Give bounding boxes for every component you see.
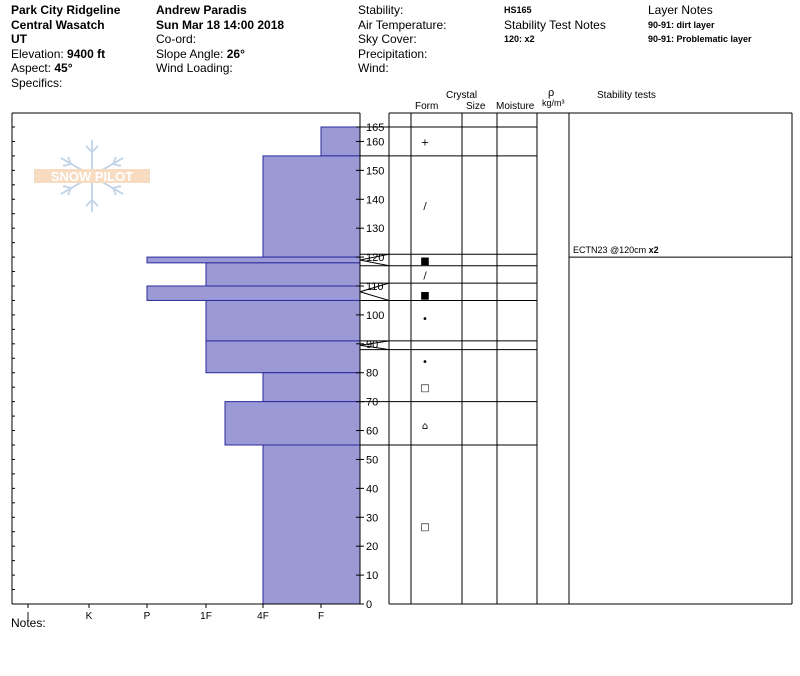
stability-test-label: ECTN23 @120cm x2	[573, 245, 659, 255]
wind-loading-label: Wind Loading:	[156, 61, 233, 75]
hardness-layer-bar	[262, 372, 361, 403]
hardness-layer-bar	[262, 444, 361, 605]
layer-notes-block: Layer Notes 90-91: dirt layer 90-91: Pro…	[648, 3, 752, 47]
layer-note-item: 90-91: Problematic layer	[648, 34, 752, 44]
y-tick-label: 30	[366, 512, 378, 524]
crystal-form-symbol: •	[422, 314, 428, 325]
hardness-layer-bar	[320, 126, 361, 157]
hardness-layer-bar	[262, 155, 361, 258]
air-temp-label: Air Temperature:	[358, 17, 447, 32]
layer-connector-line	[359, 282, 390, 293]
y-tick-label: 60	[366, 426, 378, 438]
form-header: Form	[415, 101, 438, 112]
observer-name: Andrew Paradis	[156, 3, 247, 17]
conditions-block: Stability: Air Temperature: Sky Cover: P…	[358, 3, 446, 76]
crystal-form-symbol: ■	[420, 291, 429, 302]
snow-height: HS165	[504, 5, 532, 15]
layer-connector-line	[359, 340, 390, 346]
sky-cover-label: Sky Cover:	[358, 32, 417, 46]
aspect-label: Aspect:	[11, 61, 52, 75]
layer-table: + / ■ / ■ • • □ ⌂ □ ECTN23 @120cm x2	[359, 112, 793, 605]
precip-label: Precipitation:	[358, 46, 428, 61]
y-tick-label: 40	[366, 483, 378, 495]
x-tick-label: I	[27, 611, 30, 622]
range-name: Central Wasatch	[11, 17, 105, 32]
moisture-header: Moisture	[496, 101, 535, 112]
crystal-form-symbol: /	[423, 201, 427, 212]
hardness-layer-bar	[205, 299, 361, 342]
elevation-label: Elevation:	[11, 46, 64, 61]
specifics-label: Specifics:	[11, 75, 63, 90]
slope-angle: Slope Angle: 26°	[156, 47, 284, 62]
slope-label: Slope Angle:	[156, 46, 224, 61]
x-tick-label: 1F	[200, 611, 212, 622]
x-tick-label: P	[144, 611, 151, 622]
crystal-form-symbol: /	[423, 270, 427, 281]
y-tick-label: 100	[366, 310, 384, 322]
crystal-form-symbol: +	[421, 137, 429, 148]
crystal-form-symbol: ⌂	[422, 421, 428, 432]
hardness-layer-bar	[205, 262, 361, 287]
snowflake-logo-icon: SNOW PILOT	[34, 140, 150, 212]
layer-note-item: 90-91: dirt layer	[648, 19, 715, 30]
stability-note-item: 120: x2	[504, 34, 535, 44]
observation-datetime: Sun Mar 18 14:00 2018	[156, 17, 285, 32]
coord-label: Co-ord:	[156, 32, 197, 46]
observer-block: Andrew Paradis Sun Mar 18 14:00 2018 Co-…	[156, 3, 284, 76]
crystal-form-symbol: •	[422, 357, 428, 368]
notes-label: Notes:	[11, 616, 46, 630]
aspect: Aspect: 45°	[11, 61, 120, 76]
crystal-form-symbol: ■	[420, 256, 429, 267]
layer-connector-line	[359, 253, 390, 261]
y-tick-label: 165	[366, 122, 384, 134]
hardness-layer-bar	[224, 401, 361, 446]
stability-notes-block: HS165 Stability Test Notes 120: x2	[504, 3, 606, 47]
y-tick-label: 10	[366, 570, 378, 582]
x-tick-label: 4F	[257, 611, 269, 622]
location-block: Park City Ridgeline Central Wasatch UT E…	[11, 3, 120, 90]
hardness-layer-bar	[146, 256, 361, 264]
location-name: Park City Ridgeline	[11, 3, 121, 17]
stability-label: Stability:	[358, 3, 404, 17]
aspect-value: 45°	[54, 61, 73, 75]
y-tick-label: 80	[366, 368, 378, 380]
hardness-bars	[146, 126, 361, 605]
layer-connector-line	[359, 259, 390, 267]
watermark-text: SNOW PILOT	[51, 169, 133, 184]
slope-value: 26°	[226, 46, 245, 61]
y-tick-label: 160	[366, 136, 384, 148]
layer-connector-line	[359, 291, 390, 301]
elevation-value: 9400 ft	[67, 46, 106, 61]
y-tick-label: 0	[366, 599, 372, 611]
layer-connector-line	[359, 344, 390, 351]
y-tick-label: 70	[366, 397, 378, 409]
crystal-form-symbol: □	[420, 522, 429, 533]
elevation: Elevation: 9400 ft	[11, 47, 120, 62]
hardness-layer-bar	[205, 340, 361, 374]
stability-notes-title: Stability Test Notes	[504, 17, 606, 32]
y-tick-label: 140	[366, 194, 384, 206]
x-tick-label: F	[318, 611, 324, 622]
y-tick-label: 120	[366, 252, 384, 264]
stability-test-note: x2	[649, 245, 659, 255]
hardness-layer-bar	[146, 285, 361, 301]
y-tick-label: 50	[366, 454, 378, 466]
stability-tests-header: Stability tests	[597, 90, 656, 101]
state-name: UT	[11, 32, 27, 46]
y-tick-label: 130	[366, 223, 384, 235]
y-tick-label: 20	[366, 541, 378, 553]
x-tick-label: K	[86, 611, 93, 622]
crystal-form-symbol: □	[420, 383, 429, 394]
layer-notes-title: Layer Notes	[648, 3, 713, 17]
density-unit-header: kg/m³	[542, 98, 565, 108]
wind-label: Wind:	[358, 61, 389, 75]
rho-header: ρ	[548, 87, 554, 99]
chart-axes: 1651601501401301201101009080706050403020…	[11, 112, 384, 622]
size-header: Size	[466, 101, 486, 112]
crystal-header: Crystal	[446, 90, 477, 101]
y-tick-label: 150	[366, 165, 384, 177]
